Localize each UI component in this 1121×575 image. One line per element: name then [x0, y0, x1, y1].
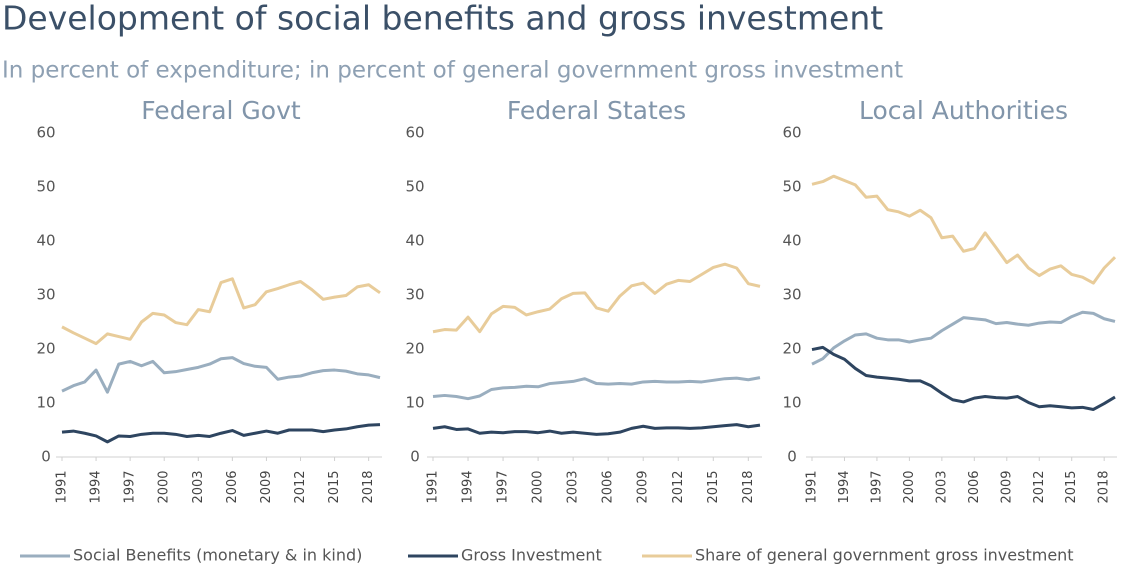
- x-tick-label: 1997: [123, 470, 138, 503]
- legend-label: Share of general government gross invest…: [695, 546, 1074, 565]
- x-tick-label: 2006: [225, 470, 240, 503]
- y-tick-label: 20: [36, 340, 55, 358]
- x-tick-label: 2009: [259, 470, 274, 503]
- legend-label: Gross Investment: [461, 546, 602, 565]
- legend-label: Social Benefits (monetary & in kind): [73, 546, 362, 565]
- x-tick-label: 2015: [706, 470, 721, 503]
- x-tick-label: 1997: [869, 470, 884, 503]
- y-tick-label: 60: [36, 124, 55, 142]
- series-line: [811, 345, 1116, 411]
- y-tick-label: 30: [782, 286, 801, 304]
- y-tick-label: 10: [36, 394, 55, 412]
- x-tick-label: 1994: [89, 470, 104, 503]
- x-tick-label: 2018: [1097, 470, 1112, 503]
- series-line: [61, 356, 381, 394]
- y-tick-label: 60: [405, 124, 424, 142]
- y-tick-label: 50: [36, 178, 55, 196]
- x-tick-label: 2018: [361, 470, 376, 503]
- y-tick-label: 20: [405, 340, 424, 358]
- series-line: [61, 277, 381, 346]
- x-tick-label: 2012: [1032, 470, 1047, 503]
- panel-title: Federal States: [507, 96, 686, 125]
- x-tick-label: 2006: [601, 470, 616, 503]
- y-tick-label: 50: [782, 178, 801, 196]
- y-tick-label: 60: [782, 124, 801, 142]
- x-tick-label: 2012: [293, 470, 308, 503]
- y-tick-label: 40: [405, 232, 424, 250]
- y-tick-label: 10: [405, 394, 424, 412]
- x-tick-label: 2009: [999, 470, 1014, 503]
- y-tick-label: 10: [782, 394, 801, 412]
- series-line: [61, 423, 381, 444]
- title: Development of social benefits and gross…: [2, 0, 883, 38]
- y-tick-label: 0: [41, 448, 51, 466]
- subtitle: In percent of expenditure; in percent of…: [2, 58, 903, 84]
- series-line: [432, 262, 761, 334]
- x-tick-label: 2012: [671, 470, 686, 503]
- panel-title: Local Authorities: [859, 96, 1068, 125]
- y-tick-label: 50: [405, 178, 424, 196]
- y-tick-label: 0: [787, 448, 797, 466]
- x-tick-label: 1991: [805, 470, 820, 503]
- series-line: [811, 174, 1117, 285]
- x-tick-label: 1997: [496, 470, 511, 503]
- y-tick-label: 20: [782, 340, 801, 358]
- x-tick-label: 1991: [426, 470, 441, 503]
- series-line: [811, 310, 1116, 366]
- x-tick-label: 2000: [902, 470, 917, 503]
- x-tick-label: 2000: [531, 470, 546, 503]
- y-tick-label: 40: [36, 232, 55, 250]
- x-tick-label: 2003: [934, 470, 949, 503]
- x-tick-label: 2003: [191, 470, 206, 503]
- series-line: [432, 423, 761, 436]
- y-tick-label: 40: [782, 232, 801, 250]
- x-tick-label: 1994: [461, 470, 476, 503]
- x-tick-label: 1991: [55, 470, 70, 503]
- x-tick-label: 2009: [636, 470, 651, 503]
- y-tick-label: 0: [410, 448, 420, 466]
- x-tick-label: 1994: [837, 470, 852, 503]
- x-tick-label: 2015: [1064, 470, 1079, 503]
- x-tick-label: 2018: [741, 470, 756, 503]
- x-tick-label: 2000: [157, 470, 172, 503]
- x-tick-label: 2003: [566, 470, 581, 503]
- y-tick-label: 30: [36, 286, 55, 304]
- x-tick-label: 2015: [327, 470, 342, 503]
- panel-title: Federal Govt: [141, 96, 301, 125]
- series-line: [432, 376, 761, 401]
- y-tick-label: 30: [405, 286, 424, 304]
- x-tick-label: 2006: [967, 470, 982, 503]
